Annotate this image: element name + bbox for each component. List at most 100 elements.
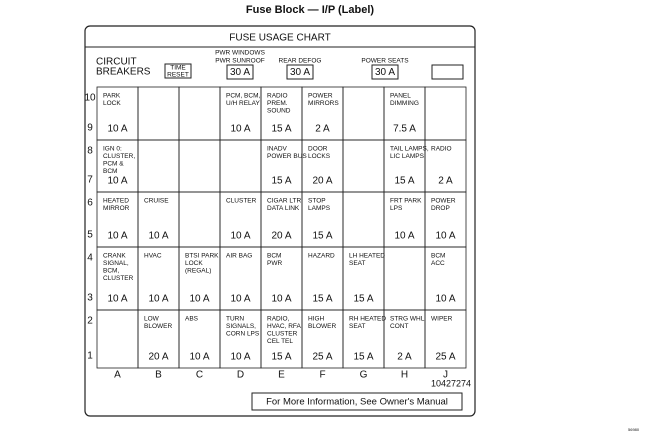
fuse-name: LPS	[390, 205, 403, 212]
fuse-name: TAIL LAMPS,	[390, 146, 429, 153]
figure-id: 56980	[628, 427, 640, 432]
fuse-cell	[219, 139, 262, 193]
fuse-name: LOCK	[103, 100, 121, 107]
fuse-amp: 2 A	[315, 124, 330, 135]
fuse-name: LOCK	[185, 260, 203, 267]
fuse-amp: 10 A	[435, 294, 455, 305]
fuse-name: (REGAL)	[185, 268, 211, 275]
empty-breaker	[431, 64, 464, 80]
footer-box	[251, 392, 463, 411]
fuse-name: SOUND	[267, 108, 291, 115]
fuse-amp: 10 A	[107, 124, 127, 135]
fuse-name: FRT PARK	[390, 198, 422, 205]
fuse-name: SEAT	[349, 260, 366, 267]
fuse-amp: 15 A	[353, 294, 373, 305]
fuse-cell	[96, 309, 139, 369]
row-number: 1	[87, 351, 93, 362]
fuse-name: BLOWER	[308, 323, 336, 330]
fuse-name: PANEL	[390, 93, 411, 100]
fuse-amp: 2 A	[397, 352, 412, 363]
fuse-name: BCM	[431, 253, 445, 260]
fuse-name: CORN LPS	[226, 331, 260, 338]
breaker-amp: 30 A	[290, 67, 310, 78]
fuse-amp: 10 A	[435, 231, 455, 242]
fuse-name: BTSI PARK	[185, 253, 219, 260]
fuse-name: MIRRORS	[308, 100, 339, 107]
breaker-box	[286, 64, 314, 80]
breaker-amp: 30 A	[375, 67, 395, 78]
fuse-name: LOCKS	[308, 153, 331, 160]
column-label: E	[278, 370, 285, 381]
fuse-amp: 10 A	[230, 231, 250, 242]
label-frame	[84, 25, 476, 417]
fuse-cell	[342, 139, 385, 193]
column-label: D	[237, 370, 244, 381]
fuse-name: CLUSTER,	[103, 153, 135, 160]
page-title: Fuse Block — I/P (Label)	[246, 4, 374, 16]
fuse-name: LIC LAMPS	[390, 153, 425, 160]
fuse-name: SEAT	[349, 323, 366, 330]
column-label: H	[401, 370, 408, 381]
fuse-name: POWER BUS	[267, 153, 307, 160]
fuse-amp: 20 A	[148, 352, 168, 363]
fuse-name: BCM,	[103, 268, 119, 275]
fuse-cell	[178, 86, 221, 141]
fuse-cell	[383, 246, 426, 311]
fuse-amp: 10 A	[230, 352, 250, 363]
fuse-cell	[342, 86, 385, 141]
fuse-name: INADV	[267, 146, 288, 153]
fuse-amp: 10 A	[271, 294, 291, 305]
fuse-name: HVAC	[144, 253, 162, 260]
fuse-name: CEL TEL	[267, 338, 293, 345]
fuse-name: STRG WHL	[390, 316, 425, 323]
column-label: A	[114, 370, 121, 381]
fuse-name: ABS	[185, 316, 199, 323]
fuse-amp: 10 A	[107, 231, 127, 242]
row-number: 3	[87, 293, 93, 304]
fuse-name: WIPER	[431, 316, 453, 323]
fuse-cell	[424, 86, 467, 141]
row-number: 5	[87, 230, 93, 241]
fuse-amp: 15 A	[271, 176, 291, 187]
row-number: 2	[87, 316, 93, 327]
fuse-name: MIRROR	[103, 205, 130, 212]
fuse-cell	[424, 309, 467, 369]
fuse-amp: 2 A	[438, 176, 453, 187]
fuse-amp: 25 A	[312, 352, 332, 363]
row-number: 8	[87, 146, 93, 157]
chart-title: FUSE USAGE CHART	[229, 33, 331, 44]
fuse-name: CIGAR LTR	[267, 198, 301, 205]
fuse-amp: 20 A	[271, 231, 291, 242]
fuse-name: CLUSTER	[103, 275, 134, 282]
fuse-name: PCM &	[103, 161, 124, 168]
fuse-amp: 25 A	[435, 352, 455, 363]
fuse-amp: 10 A	[230, 294, 250, 305]
fuse-cell	[137, 86, 180, 141]
fuse-name: TURN	[226, 316, 244, 323]
breaker-box	[226, 64, 254, 80]
fuse-name: IGN 0:	[103, 146, 122, 153]
fuse-name: PWR	[267, 260, 282, 267]
fuse-name: RADIO,	[267, 316, 290, 323]
fuse-cell	[342, 191, 385, 248]
row-number: 4	[87, 253, 93, 264]
breaker-name: REAR DEFOG	[279, 58, 322, 65]
fuse-name: PARK	[103, 93, 121, 100]
fuse-name: CRUISE	[144, 198, 169, 205]
fuse-amp: 10 A	[107, 294, 127, 305]
fuse-amp: 15 A	[271, 124, 291, 135]
fuse-name: RADIO	[431, 146, 452, 153]
breaker-amp: 30 A	[230, 67, 250, 78]
fuse-name: DOOR	[308, 146, 328, 153]
fuse-name: U/H RELAY	[226, 100, 260, 107]
fuse-name: BCM	[267, 253, 281, 260]
fuse-name: LH HEATED	[349, 253, 385, 260]
fuse-name: LAMPS	[308, 205, 331, 212]
fuse-name: POWER	[308, 93, 333, 100]
fuse-name: POWER	[431, 198, 456, 205]
fuse-amp: 15 A	[312, 231, 332, 242]
column-label: F	[319, 370, 325, 381]
fuse-cell	[178, 191, 221, 248]
fuse-amp: 10 A	[107, 176, 127, 187]
fuse-amp: 15 A	[312, 294, 332, 305]
